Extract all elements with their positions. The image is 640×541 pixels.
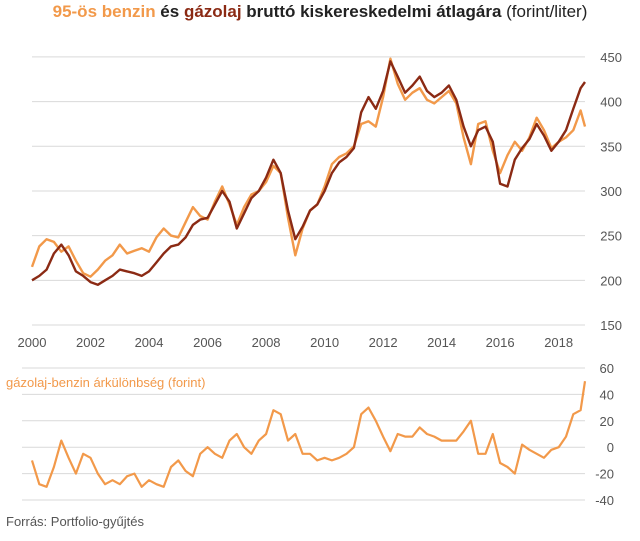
chart-title: 95-ös benzin és gázolaj bruttó kiskeresk… — [0, 2, 640, 22]
benzin-series-line — [30, 57, 587, 278]
spread-y-tick-label: 40 — [600, 387, 614, 402]
main-y-tick-label: 250 — [600, 229, 622, 244]
spread-y-tick-label: 0 — [607, 440, 614, 455]
x-tick-label: 2014 — [427, 335, 456, 350]
title-benzin: 95-ös benzin — [52, 2, 156, 21]
x-tick-label: 2004 — [135, 335, 164, 350]
spread-y-tick-label: -20 — [595, 467, 614, 482]
x-tick-label: 2010 — [310, 335, 339, 350]
main-y-tick-label: 350 — [600, 139, 622, 154]
spread-series-line — [30, 381, 587, 488]
title-gazolaj: gázolaj — [183, 2, 242, 21]
x-tick-label: 2018 — [544, 335, 573, 350]
x-tick-label: 2006 — [193, 335, 222, 350]
spread-y-tick-label: 60 — [600, 361, 614, 376]
gazolaj-series-line — [31, 60, 586, 286]
main-y-tick-label: 450 — [600, 50, 622, 65]
x-tick-label: 2012 — [369, 335, 398, 350]
title-es: és — [155, 2, 184, 21]
x-tick-label: 2016 — [486, 335, 515, 350]
main-y-tick-label: 150 — [600, 318, 622, 333]
main-y-tick-label: 200 — [600, 273, 622, 288]
x-tick-label: 2002 — [76, 335, 105, 350]
title-unit: (forint/liter) — [501, 2, 588, 21]
spread-y-tick-label: -40 — [595, 493, 614, 508]
spread-chart-label: gázolaj-benzin árkülönbség (forint) — [6, 375, 206, 390]
main-y-tick-label: 300 — [600, 184, 622, 199]
main-y-tick-label: 400 — [600, 95, 622, 110]
x-tick-label: 2000 — [18, 335, 47, 350]
title-rest: bruttó kiskereskedelmi átlagára — [241, 2, 502, 21]
x-tick-label: 2008 — [252, 335, 281, 350]
source-note: Forrás: Portfolio-gyűjtés — [6, 514, 144, 529]
spread-y-tick-label: 20 — [600, 414, 614, 429]
